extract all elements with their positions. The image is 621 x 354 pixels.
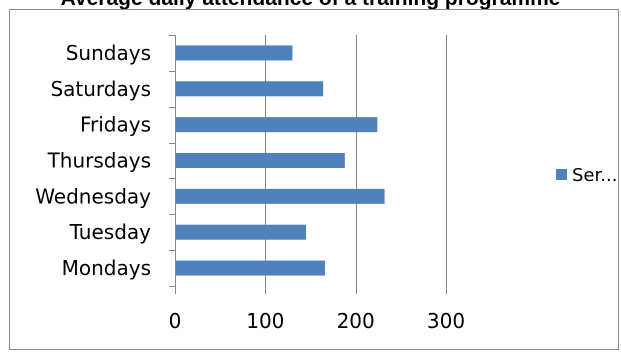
category-label-thursdays: Thursdays (47, 149, 151, 173)
bar-wednesday (176, 188, 385, 204)
x-tick-label-0: 0 (169, 309, 182, 333)
chart-frame (9, 9, 619, 350)
legend: Ser... (556, 165, 617, 186)
bar-saturdays (176, 81, 324, 97)
bar-fridays (176, 117, 378, 133)
category-label-fridays: Fridays (80, 113, 151, 137)
x-axis-tick-labels: 0 100 200 300 (169, 309, 465, 333)
legend-swatch (556, 169, 567, 180)
bar-sundays (176, 45, 293, 61)
x-tick-label-300: 300 (427, 309, 465, 333)
bar-tuesday (176, 224, 306, 240)
category-label-tuesday: Tuesday (69, 220, 152, 244)
category-label-saturdays: Saturdays (50, 77, 151, 101)
category-label-mondays: Mondays (62, 256, 151, 280)
category-label-wednesday: Wednesday (35, 184, 151, 208)
bar-mondays (176, 260, 325, 276)
bar-thursdays (176, 153, 345, 168)
category-labels: Mondays Tuesday Wednesday Thursdays Fridays S… (35, 41, 151, 280)
x-tick-label-200: 200 (337, 309, 375, 333)
category-label-sundays: Sundays (66, 41, 151, 65)
chart-title-fragment: Average daily attendance of a training p… (0, 0, 621, 13)
legend-label: Ser... (572, 165, 617, 186)
x-tick-label-100: 100 (246, 309, 284, 333)
bars (176, 45, 385, 276)
